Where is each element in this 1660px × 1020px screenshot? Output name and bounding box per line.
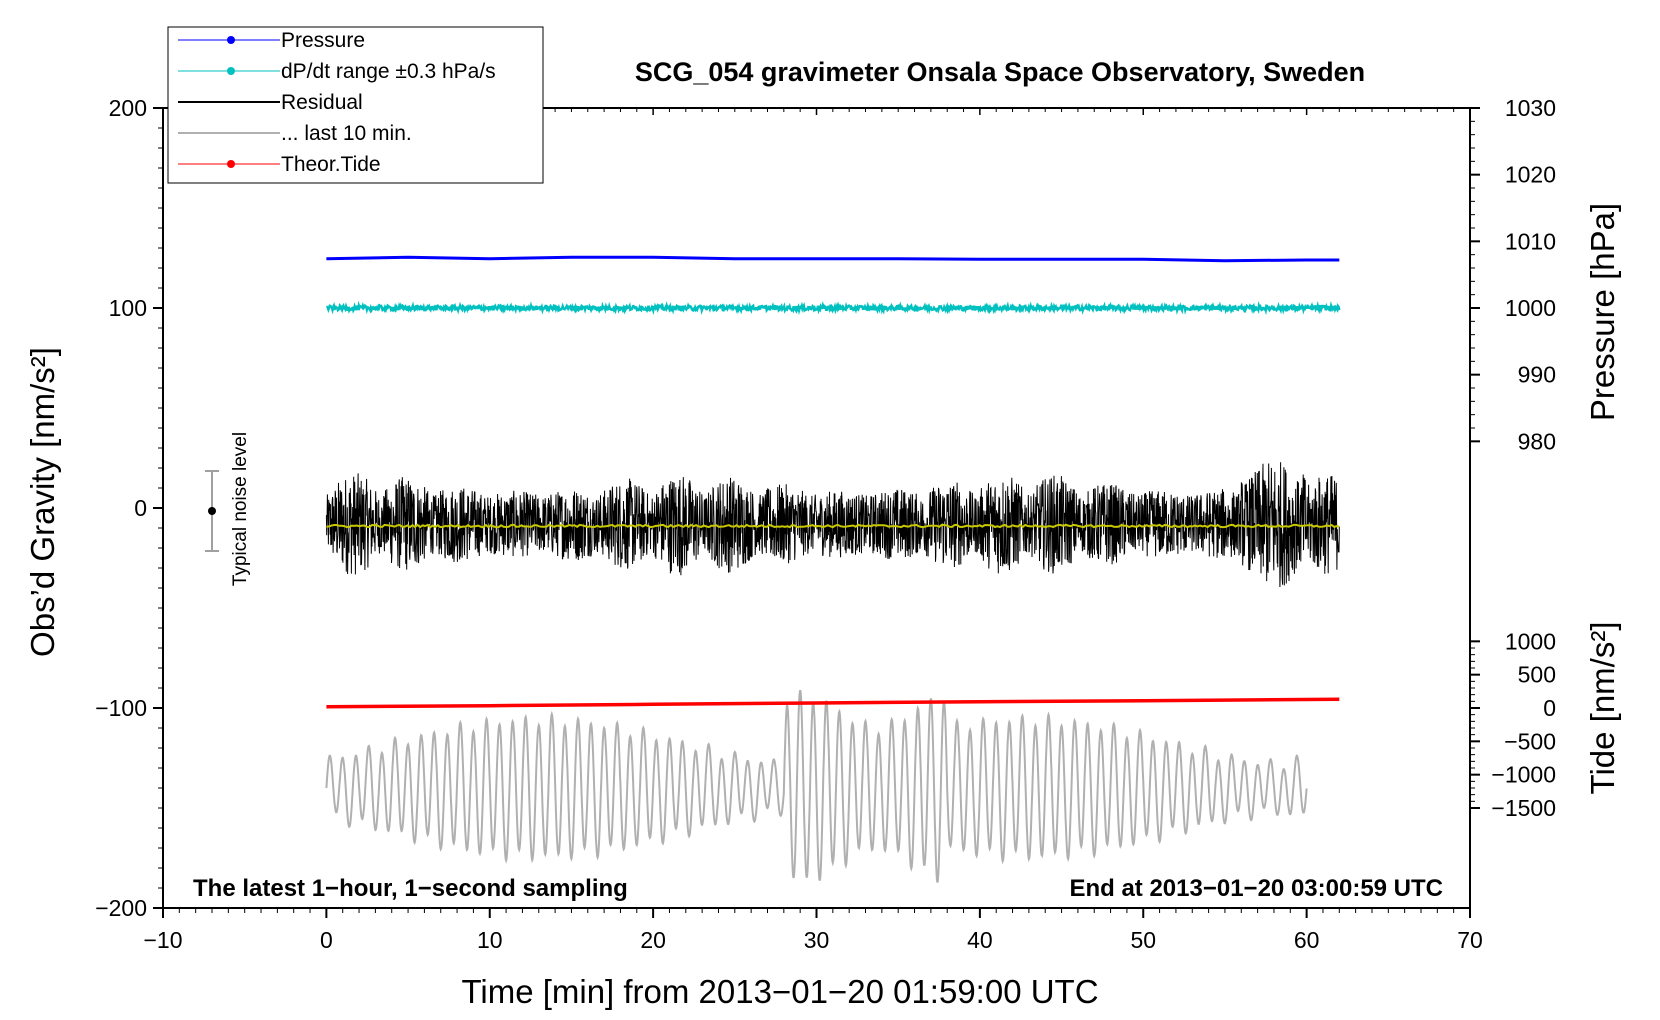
tide-tick-label: 1000 [1505,628,1556,654]
pressure-tick-label: 1010 [1505,228,1556,254]
legend-label-tide: Theor.Tide [281,153,381,176]
legend-label-residual: Residual [281,91,363,114]
y-tick-label: −100 [95,695,147,721]
y-axis-pressure-title: Pressure [hPa] [1584,203,1621,421]
y-axis-left-title: Obs’d Gravity [nm/s²] [24,347,61,657]
pressure-tick-label: 980 [1518,428,1556,454]
end-time-note: End at 2013−01−20 03:00:59 UTC [1069,875,1443,902]
tick-layer: −10 0 10 20 30 40 50 60 70−200−10001002009809901… [95,95,1556,953]
x-tick-label: 60 [1294,927,1320,953]
y-tick-label: 200 [109,95,147,121]
legend-box [167,26,544,184]
data-layer [325,255,1341,883]
pressure-tick-label: 1030 [1505,95,1556,121]
series-dpdt [326,300,1341,316]
y-tick-label: 100 [109,295,147,321]
series-pressure [326,255,1340,263]
series-theor-tide [326,697,1340,709]
series-residual-mean [326,523,1340,529]
legend-label-dpdt: dP/dt range ±0.3 hPa/s [281,60,496,83]
x-tick-label: 40 [967,927,993,953]
pressure-tick-label: 990 [1518,362,1556,388]
noise-indicator: Typical noise level [205,432,251,586]
chart-title: SCG_054 gravimeter Onsala Space Observat… [635,57,1365,87]
legend-item-residual: Residual [178,91,363,114]
series-last-10-min [325,689,1308,883]
x-tick-label: 70 [1457,927,1483,953]
legend-item-last10: ... last 10 min. [178,122,412,145]
legend-label-last10: ... last 10 min. [281,122,412,145]
legend-item-tide: Theor.Tide [178,153,381,176]
x-tick-label: 30 [804,927,830,953]
tide-tick-label: −1500 [1491,795,1556,821]
sampling-note: The latest 1−hour, 1−second sampling [193,875,628,902]
x-tick-label: 20 [640,927,666,953]
x-tick-label: 10 [477,927,503,953]
pressure-tick-label: 1020 [1505,162,1556,188]
legend-marker-tide [227,160,235,168]
series-residual [325,462,1340,588]
y-axis-tide-title: Tide [nm/s²] [1584,622,1621,795]
y-tick-label: −200 [95,895,147,921]
x-tick-label: −10 [143,927,182,953]
legend-item-dpdt: dP/dt range ±0.3 hPa/s [178,60,496,83]
tide-tick-label: 0 [1543,695,1556,721]
legend-marker-dpdt [227,67,235,75]
x-axis-title: Time [min] from 2013−01−20 01:59:00 UTC [461,973,1098,1010]
pressure-tick-label: 1000 [1505,295,1556,321]
tide-tick-label: −1000 [1491,762,1556,788]
tide-tick-label: −500 [1504,728,1556,754]
legend: Pressure dP/dt range ±0.3 hPa/s Residual… [167,26,544,184]
noise-label: Typical noise level [230,432,251,586]
legend-label-pressure: Pressure [281,29,365,52]
y-tick-label: 0 [134,495,147,521]
noise-dot [208,507,216,515]
tide-tick-label: 500 [1518,662,1556,688]
x-tick-label: 0 [320,927,333,953]
legend-item-pressure: Pressure [178,29,365,52]
x-tick-label: 50 [1130,927,1156,953]
legend-marker-pressure [227,36,235,44]
